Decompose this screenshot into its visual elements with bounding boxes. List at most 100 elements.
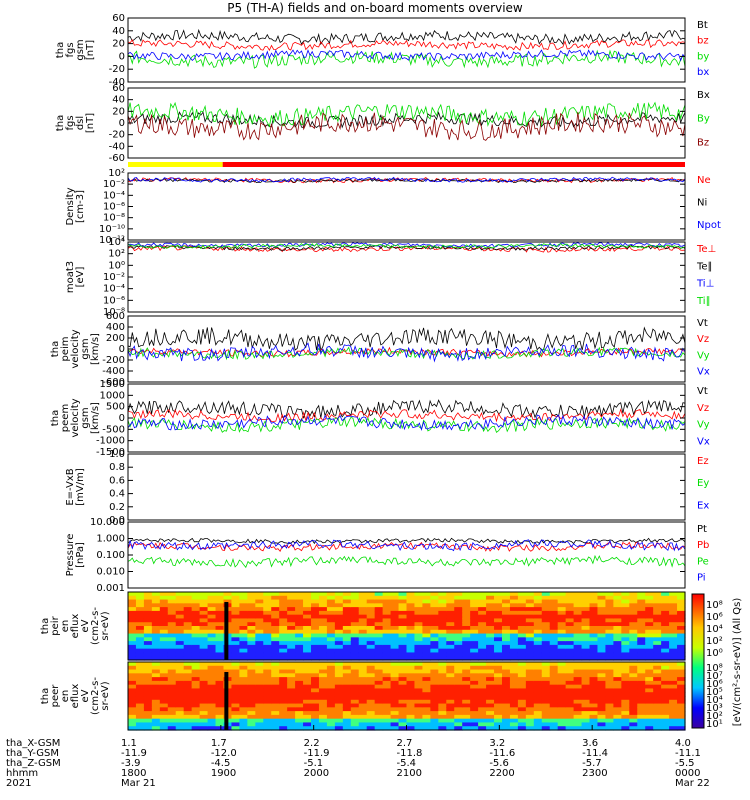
heatmap-cell <box>517 599 527 604</box>
heatmap-cell <box>501 711 511 716</box>
heatmap-cell <box>390 684 400 690</box>
heatmap-cell <box>183 595 193 601</box>
heatmap-cell <box>637 656 646 661</box>
heatmap-cell <box>350 684 360 690</box>
heatmap-cell <box>677 637 686 642</box>
heatmap-cell <box>342 618 352 623</box>
heatmap-cell <box>350 622 360 627</box>
heatmap-cell <box>231 599 240 604</box>
heatmap-cell <box>430 726 439 731</box>
heatmap-cell <box>414 684 424 690</box>
heatmap-cell <box>438 595 447 601</box>
heatmap-cell <box>661 673 670 678</box>
heatmap-cell <box>183 652 193 657</box>
heatmap-cell <box>677 622 686 627</box>
heatmap-cell <box>311 692 320 697</box>
y-axis-label-line: gsm <box>80 407 91 428</box>
heatmap-cell <box>613 622 622 627</box>
heatmap-cell <box>326 656 336 661</box>
heatmap-cell <box>509 703 519 708</box>
heatmap-cell <box>342 696 352 701</box>
heatmap-cell <box>390 662 400 667</box>
heatmap-cell <box>509 711 519 716</box>
y-tick-label: -40 <box>109 77 125 88</box>
heatmap-cell <box>613 714 622 720</box>
heatmap-cell <box>406 662 416 667</box>
heatmap-cell <box>573 629 583 635</box>
heatmap-cell <box>573 610 583 616</box>
heatmap-cell <box>406 684 416 690</box>
heatmap-cell <box>183 703 193 708</box>
heatmap-cell <box>334 677 344 682</box>
heatmap-cell <box>557 652 567 657</box>
heatmap-cell <box>199 622 209 627</box>
heatmap-cell <box>669 626 678 631</box>
heatmap-cell <box>605 684 614 690</box>
heatmap-cell <box>597 603 607 608</box>
heatmap-cell <box>167 633 177 638</box>
heatmap-cell <box>295 711 304 716</box>
heatmap-cell <box>215 618 225 623</box>
x-tick-label: 2.7 <box>397 738 413 749</box>
heatmap-cell <box>653 614 662 620</box>
heatmap-cell <box>231 629 240 635</box>
heatmap-cell <box>613 644 622 650</box>
heatmap-cell <box>191 652 201 657</box>
heatmap-cell <box>677 633 686 638</box>
heatmap-cell <box>175 644 185 650</box>
heatmap-cell <box>390 673 400 678</box>
heatmap-cell <box>390 656 400 661</box>
heatmap-cell <box>167 722 177 727</box>
heatmap-cell <box>350 699 360 705</box>
heatmap-cell <box>358 633 368 638</box>
heatmap-cell <box>661 662 670 667</box>
heatmap-cell <box>605 714 614 720</box>
heatmap-cell <box>557 648 567 654</box>
heatmap-cell <box>661 711 670 716</box>
heatmap-cell <box>414 711 424 716</box>
heatmap-cell <box>565 618 575 623</box>
heatmap-cell <box>613 607 622 612</box>
heatmap-cell <box>398 722 408 727</box>
heatmap-cell <box>645 644 654 650</box>
heatmap-cell <box>478 626 487 631</box>
heatmap-cell <box>446 592 455 597</box>
heatmap-cell <box>501 603 511 608</box>
heatmap-cell <box>215 718 225 724</box>
heatmap-cell <box>128 652 137 657</box>
panel-frame <box>127 591 686 661</box>
heatmap-cell <box>541 688 551 693</box>
heatmap-cell <box>143 684 153 690</box>
series-bz <box>127 39 686 52</box>
heatmap-cell <box>247 656 256 661</box>
y-axis-label-line: tha <box>55 42 66 58</box>
heatmap-cell <box>470 626 479 631</box>
heatmap-cell <box>342 726 352 731</box>
heatmap-cell <box>318 622 328 627</box>
heatmap-cell <box>151 677 161 682</box>
heatmap-cell <box>430 626 439 631</box>
heatmap-cell <box>525 641 535 646</box>
heatmap-cell <box>167 726 177 731</box>
heatmap-cell <box>271 622 280 627</box>
heatmap-cell <box>573 607 583 612</box>
heatmap-cell <box>295 688 304 693</box>
heatmap-cell <box>207 673 217 678</box>
heatmap-cell <box>374 595 384 601</box>
heatmap-cell <box>311 722 320 727</box>
heatmap-cell <box>342 599 352 604</box>
heatmap-cell <box>486 633 495 638</box>
heatmap-cell <box>199 633 209 638</box>
heatmap-cell <box>669 644 678 650</box>
heatmap-cell <box>549 714 559 720</box>
heatmap-cell <box>342 680 352 686</box>
heatmap-cell <box>422 714 431 720</box>
heatmap-cell <box>517 648 527 654</box>
heatmap-cell <box>374 592 384 597</box>
heatmap-cell <box>318 718 328 724</box>
heatmap-cell <box>239 707 248 712</box>
heatmap-cell <box>350 644 360 650</box>
heatmap-cell <box>263 644 272 650</box>
heatmap-cell <box>128 618 137 623</box>
heatmap-cell <box>446 688 455 693</box>
